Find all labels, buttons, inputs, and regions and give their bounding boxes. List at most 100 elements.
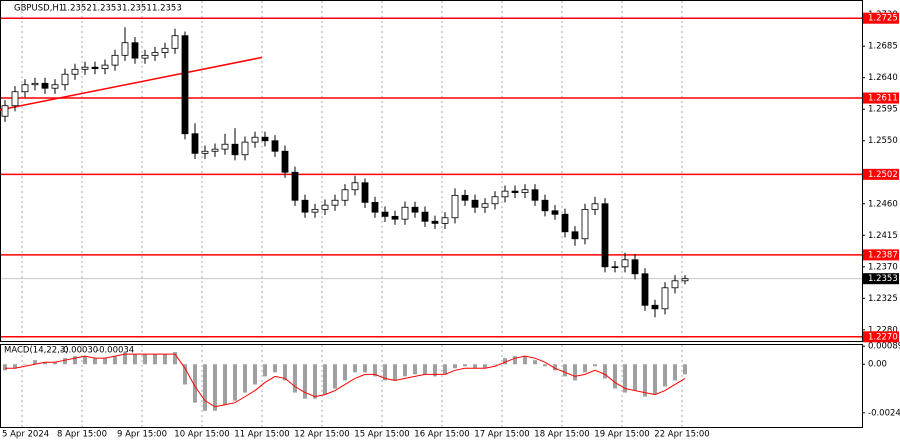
- candle-body: [601, 203, 609, 268]
- candle-body: [651, 304, 659, 310]
- level-label: 1.2611: [868, 94, 898, 104]
- macd-bar: [663, 364, 667, 387]
- macd-header-value: -0.00034: [96, 346, 134, 356]
- macd-tick-label: 0.00: [868, 360, 887, 370]
- macd-bar: [633, 364, 637, 391]
- macd-bar: [143, 354, 147, 365]
- header: GBPUSD,H1: [14, 4, 64, 14]
- candle-body: [351, 182, 359, 191]
- macd-bar: [293, 364, 297, 393]
- candle-body: [171, 35, 179, 49]
- candle-body: [631, 259, 639, 275]
- candle-body: [211, 148, 219, 152]
- candle-body: [471, 199, 479, 208]
- macd-bar: [393, 364, 397, 381]
- macd-bar: [463, 364, 467, 367]
- candle-body: [611, 266, 619, 268]
- macd-bar: [43, 362, 47, 365]
- y-tick-label: 1.2370: [868, 262, 898, 272]
- level-label: 1.2387: [868, 250, 898, 260]
- candle-body: [621, 259, 629, 268]
- x-tick-label: 22 Apr 15:00: [654, 430, 709, 440]
- macd-bar: [133, 354, 137, 365]
- candle-body: [511, 190, 519, 193]
- y-tick-label: 1.2415: [868, 231, 898, 241]
- macd-bar: [443, 364, 447, 375]
- level-label: 1.2270: [868, 332, 898, 342]
- macd-bar: [23, 364, 27, 365]
- candle-body: [11, 91, 19, 107]
- macd-title: MACD(14,22,3): [4, 346, 69, 356]
- candle-body: [681, 278, 689, 282]
- candle-body: [191, 133, 199, 154]
- candle-body: [241, 141, 249, 156]
- macd-bar: [173, 352, 177, 365]
- symbol-title: GBPUSD,H1: [14, 4, 64, 14]
- macd-bar: [273, 364, 277, 373]
- candle-body: [71, 68, 79, 75]
- candle-body: [551, 210, 559, 215]
- candle-body: [331, 199, 339, 206]
- header-value: 1.2351: [122, 4, 152, 14]
- candle-body: [431, 220, 439, 224]
- macd-bar: [233, 364, 237, 401]
- level-box: [863, 249, 899, 261]
- macd-bar: [573, 364, 577, 381]
- macd-bar: [53, 362, 57, 365]
- macd-bar: [553, 364, 557, 371]
- y-tick-label: 1.2595: [868, 105, 898, 115]
- candle-body: [261, 136, 269, 142]
- candle-body: [641, 273, 649, 306]
- x-tick-label: 16 Apr 15:00: [414, 430, 469, 440]
- macd-bar: [523, 356, 527, 365]
- macd-bar: [623, 364, 627, 393]
- x-tick-label: 17 Apr 15:00: [474, 430, 529, 440]
- candle-body: [421, 211, 429, 222]
- macd-bar: [403, 364, 407, 377]
- level-box: [863, 331, 899, 343]
- candle-body: [221, 143, 229, 150]
- macd-bar: [353, 364, 357, 373]
- header-value: 1.2353: [92, 4, 122, 14]
- x-tick-label: 5 Apr 2024: [2, 430, 49, 440]
- macd-bar: [613, 364, 617, 389]
- macd-bar: [433, 364, 437, 377]
- macd-bar: [333, 364, 337, 389]
- candle-body: [201, 150, 209, 154]
- candle-body: [161, 47, 169, 53]
- candle-body: [371, 201, 379, 213]
- candle-body: [531, 189, 539, 201]
- candle-body: [591, 203, 599, 210]
- macd-bar: [503, 358, 507, 365]
- macd-bar: [103, 358, 107, 365]
- y-tick-label: 1.2550: [868, 136, 898, 146]
- macd-bar: [283, 364, 287, 381]
- macd-bar: [363, 364, 367, 373]
- candle-body: [321, 204, 329, 210]
- current-price-box: [863, 273, 899, 285]
- macd-bar: [33, 360, 37, 365]
- x-tick-label: 9 Apr 15:00: [117, 430, 167, 440]
- trendline: [0, 56, 263, 111]
- level-box: [863, 92, 899, 104]
- candle-body: [231, 143, 239, 156]
- macd-bar: [643, 364, 647, 397]
- candle-body: [441, 217, 449, 224]
- header-value: 1.2353: [152, 4, 182, 14]
- macd-bar: [313, 364, 317, 399]
- x-tick-label: 11 Apr 15:00: [234, 430, 289, 440]
- y-tick-label: 1.2685: [868, 42, 898, 52]
- candle-body: [661, 287, 669, 310]
- candle-body: [31, 82, 39, 86]
- candle-body: [251, 136, 259, 143]
- candle-body: [281, 150, 289, 173]
- candle-body: [111, 54, 119, 66]
- level-box: [863, 12, 899, 24]
- macd-bar: [673, 364, 677, 381]
- macd-bar: [303, 364, 307, 399]
- candle-body: [151, 52, 159, 56]
- candle-body: [141, 54, 149, 59]
- candle-body: [301, 199, 309, 213]
- macd-bar: [223, 364, 227, 405]
